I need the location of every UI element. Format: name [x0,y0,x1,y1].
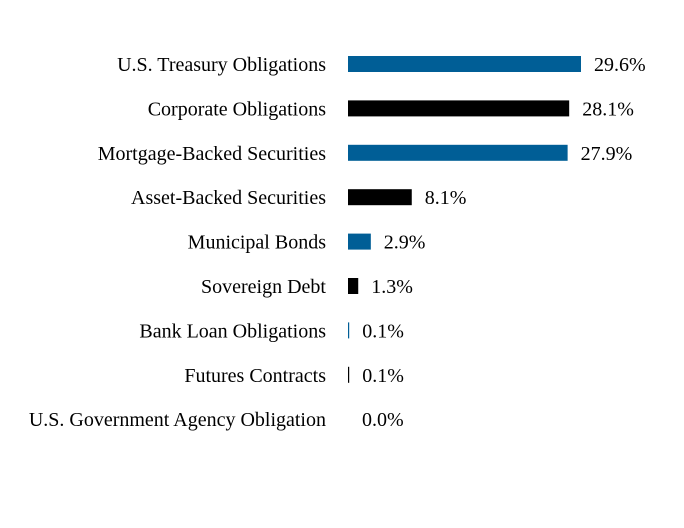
labels-layer: U.S. Treasury Obligations 29.6% Corporate … [29,54,646,431]
bar-4 [348,233,371,250]
category-label-3: Asset-Backed Securities [131,187,326,209]
value-label-5: 1.3% [371,276,413,298]
value-label-2: 27.9% [581,143,633,165]
category-label-2: Mortgage-Backed Securities [98,143,326,165]
category-label-8: U.S. Government Agency Obligation [29,409,326,431]
category-label-5: Sovereign Debt [201,276,326,298]
value-label-4: 2.9% [384,232,426,254]
value-label-1: 28.1% [582,98,634,120]
category-label-7: Futures Contracts [184,365,326,387]
category-label-4: Municipal Bonds [188,232,327,254]
value-label-0: 29.6% [594,54,646,76]
category-label-1: Corporate Obligations [148,98,327,120]
category-label-6: Bank Loan Obligations [139,320,326,342]
bars-layer [348,56,581,383]
bar-5 [348,278,359,294]
category-label-0: U.S. Treasury Obligations [117,54,326,76]
value-label-8: 0.0% [362,409,404,431]
bar-7 [348,366,350,383]
bar-0 [348,56,581,72]
value-label-7: 0.1% [362,365,404,387]
bar-3 [348,189,412,206]
bar-1 [348,100,570,117]
value-label-6: 0.1% [362,320,404,342]
bar-6 [348,322,350,339]
bar-2 [348,144,568,161]
value-label-3: 8.1% [425,187,467,209]
